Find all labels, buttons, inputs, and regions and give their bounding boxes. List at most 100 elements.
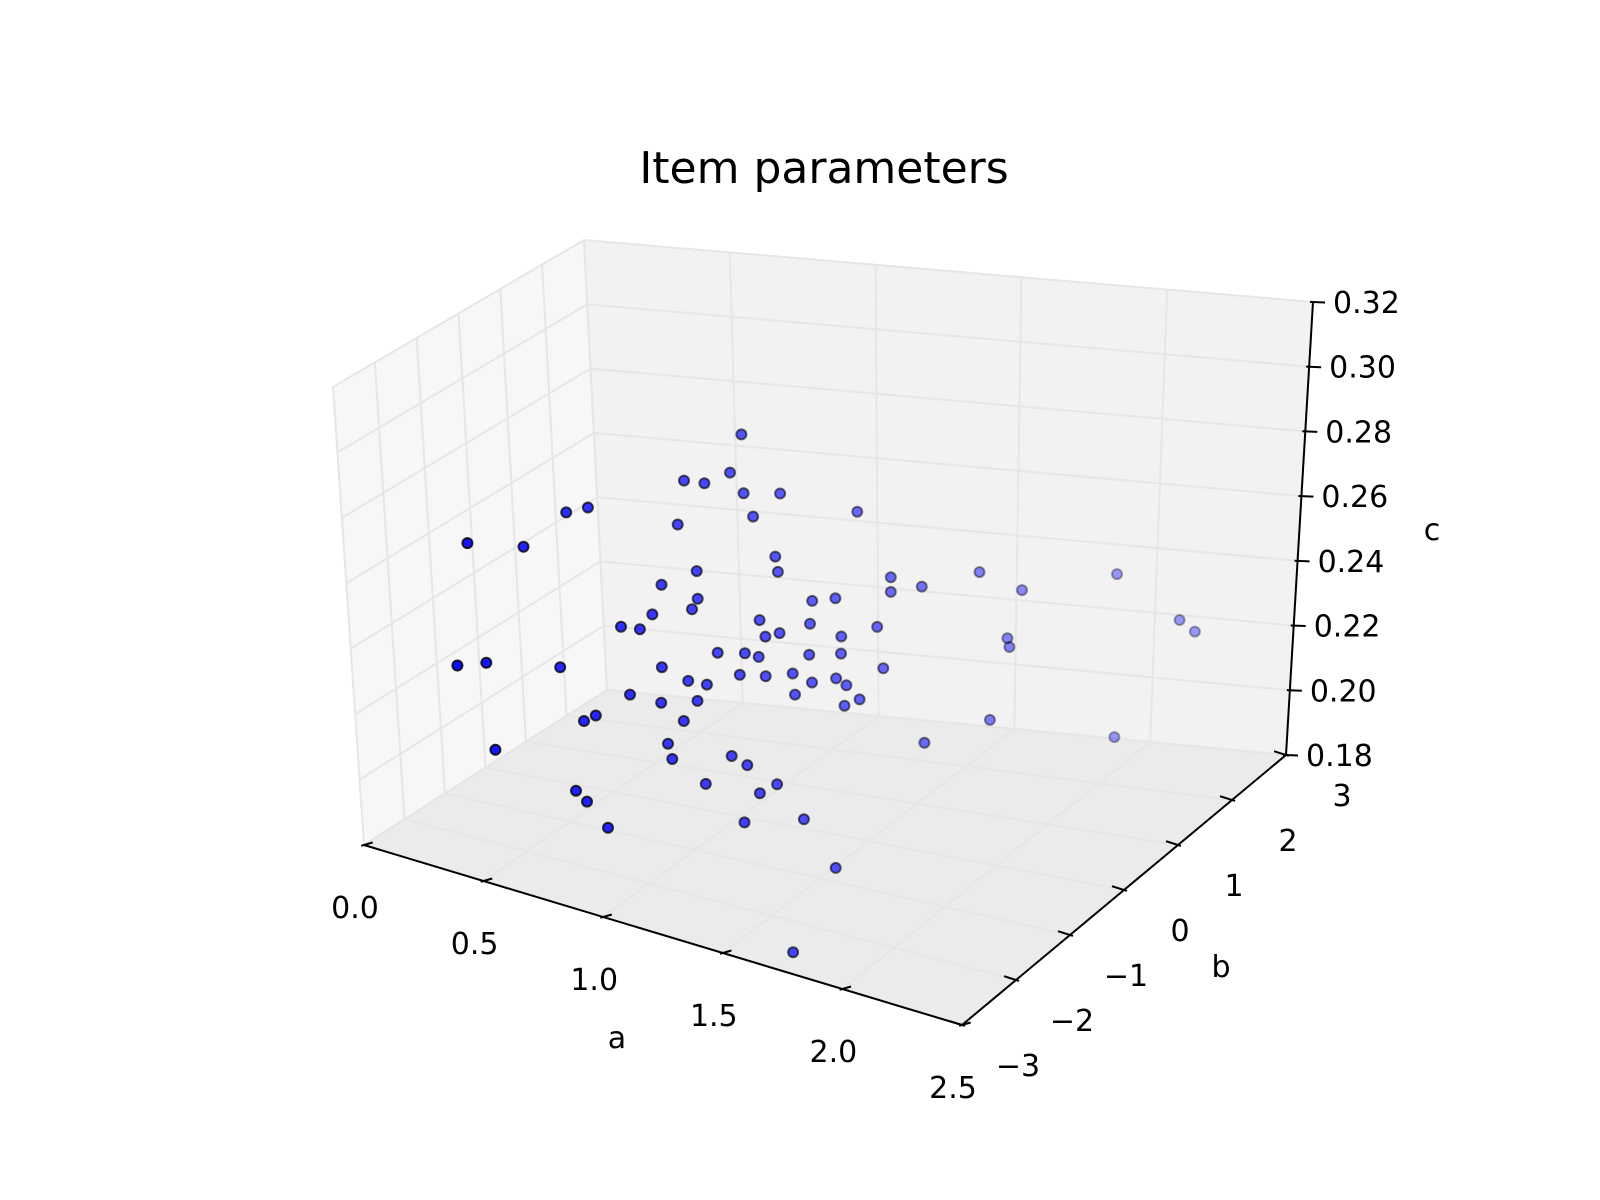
data-point <box>835 630 848 643</box>
data-point <box>884 585 897 598</box>
data-point <box>581 501 594 514</box>
data-point <box>489 743 502 756</box>
data-point <box>830 672 843 685</box>
y-axis-label: b <box>1211 950 1230 985</box>
data-point <box>480 656 493 669</box>
z-tick-mark <box>1302 430 1318 433</box>
data-point <box>773 627 786 640</box>
pane-back <box>584 240 1313 755</box>
z-tick-mark <box>1282 753 1299 757</box>
z-tick-mark <box>1286 689 1302 692</box>
data-point <box>752 650 765 663</box>
y-tick-mark <box>1111 885 1128 892</box>
data-point <box>733 668 746 681</box>
z-tick-mark <box>1306 365 1322 369</box>
pane-floor <box>364 690 1286 1025</box>
z-tick-label: 0.32 <box>1333 286 1400 321</box>
data-point <box>735 428 748 441</box>
z-axis-label: c <box>1424 513 1441 548</box>
data-point <box>769 550 782 563</box>
z-tick-mark <box>1298 495 1314 498</box>
data-point <box>753 614 766 627</box>
data-point <box>615 620 627 633</box>
z-tick-mark <box>1309 300 1326 304</box>
chart-title: Item parameters <box>639 143 1008 194</box>
z-tick-label: 0.30 <box>1329 351 1396 386</box>
data-point <box>835 647 847 660</box>
data-point <box>787 946 800 959</box>
data-point <box>655 696 668 709</box>
data-point <box>682 674 695 687</box>
data-point <box>851 505 864 518</box>
y-tick-label: −3 <box>996 1049 1040 1084</box>
data-point <box>774 487 787 500</box>
y-tick-label: 0 <box>1170 914 1189 949</box>
data-point <box>666 753 679 765</box>
z-tick-mark <box>1294 559 1310 563</box>
data-point <box>759 630 772 643</box>
data-point <box>1188 625 1201 638</box>
x-tick-label: 0.0 <box>331 891 379 926</box>
data-point <box>918 736 931 749</box>
tick-marks <box>360 300 1326 1027</box>
data-point <box>915 580 928 593</box>
data-point <box>1003 641 1016 653</box>
data-point <box>829 592 842 605</box>
z-tick-label: 0.28 <box>1325 415 1392 450</box>
data-point <box>738 647 751 660</box>
data-point <box>1111 568 1123 581</box>
data-point <box>461 537 474 550</box>
x-tick-mark <box>360 841 373 847</box>
grid-line-c <box>341 367 1306 519</box>
grid-line-c <box>354 560 1294 715</box>
y-tick-label: 1 <box>1224 869 1243 904</box>
z-tick-mark <box>1290 624 1306 628</box>
grid-line-c <box>345 431 1302 585</box>
data-point <box>698 477 711 490</box>
grid-line-c <box>332 238 1314 388</box>
data-point <box>602 821 614 834</box>
data-point <box>1108 731 1121 744</box>
data-point <box>451 659 464 672</box>
z-tick-label: 0.24 <box>1318 545 1385 580</box>
data-point <box>840 679 853 692</box>
grid-line-c <box>350 496 1298 650</box>
data-point <box>655 661 668 674</box>
data-point <box>789 688 801 701</box>
x-tick-label: 2.5 <box>929 1071 977 1106</box>
data-point <box>560 506 573 519</box>
data-point <box>804 617 816 630</box>
x-tick-label: 0.5 <box>451 927 499 962</box>
data-point <box>711 646 724 659</box>
data-point <box>578 715 590 727</box>
data-point <box>983 713 996 726</box>
data-point <box>759 670 772 683</box>
y-tick-label: −2 <box>1050 1004 1094 1039</box>
data-point <box>1001 632 1014 645</box>
data-point <box>725 750 738 762</box>
data-point <box>806 676 818 689</box>
data-point <box>700 678 713 691</box>
data-point <box>724 466 736 479</box>
x-tick-mark <box>480 877 493 883</box>
data-point <box>686 603 698 616</box>
x-tick-label: 1.0 <box>570 963 618 998</box>
y-tick-mark <box>1057 930 1074 937</box>
data-point <box>741 759 754 772</box>
data-point <box>655 578 668 591</box>
data-point <box>829 861 842 874</box>
z-tick-label: 0.18 <box>1306 739 1373 774</box>
data-point <box>737 487 750 500</box>
data-point <box>973 566 986 579</box>
x-tick-label: 1.5 <box>690 999 738 1034</box>
y-tick-mark <box>949 1020 966 1027</box>
data-point <box>738 816 751 829</box>
y-tick-label: 2 <box>1278 824 1297 859</box>
z-tick-label: 0.22 <box>1314 610 1381 645</box>
data-point <box>570 784 582 797</box>
data-point <box>671 518 684 531</box>
data-points <box>451 428 1201 959</box>
data-point <box>633 623 646 636</box>
